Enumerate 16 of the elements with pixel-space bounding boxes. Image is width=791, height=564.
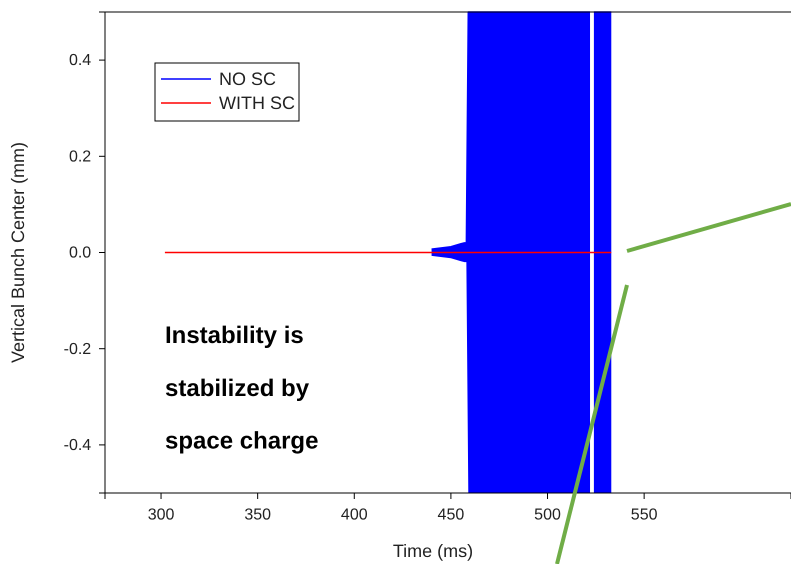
y-tick-label: 0.0 (68, 244, 92, 262)
x-tick-label: 450 (438, 506, 464, 524)
x-tick-label: 550 (630, 506, 658, 524)
x-axis-title: Time (ms) (392, 541, 474, 561)
legend-label: WITH SC (219, 93, 295, 113)
y-tick-label: -0.2 (64, 340, 92, 358)
x-tick-label: 400 (340, 506, 368, 524)
annotation: Instability is stabilized by space charge (165, 322, 318, 455)
x-tick-label: 350 (244, 506, 272, 524)
y-tick-label: -0.4 (64, 437, 92, 454)
x-tick-label: 500 (534, 506, 561, 524)
y-axis-title: Vertical Bunch Center (mm) (8, 142, 28, 364)
y-tick-label: 0.2 (68, 148, 92, 166)
y-tick-label: 0.4 (68, 52, 92, 70)
x-tick-label: 300 (148, 506, 174, 524)
legend-label: NO SC (219, 69, 276, 89)
